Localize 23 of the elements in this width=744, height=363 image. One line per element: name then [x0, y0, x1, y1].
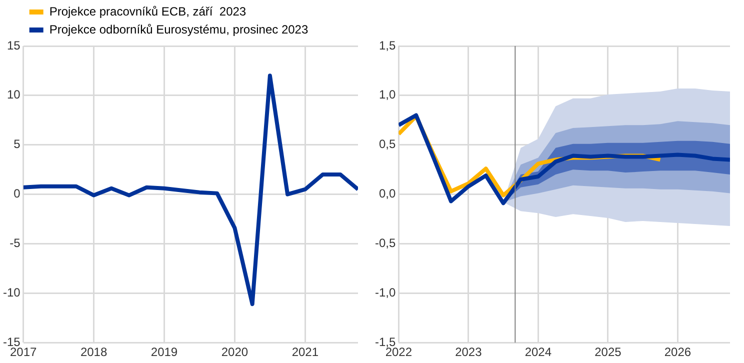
- y-tick-label: 5: [14, 137, 21, 152]
- x-tick-label: 2024: [524, 345, 552, 360]
- y-tick-label: 0: [14, 186, 21, 201]
- y-tick-label: 0,5: [378, 137, 396, 152]
- x-tick-label: 2021: [292, 345, 319, 360]
- legend-label: Projekce pracovníků ECB, září 2023: [49, 4, 246, 18]
- x-tick-label: 2019: [150, 345, 178, 360]
- y-tick-label: -1,0: [374, 285, 396, 300]
- x-tick-label: 2023: [455, 345, 482, 360]
- y-tick-label: 1,0: [378, 88, 396, 102]
- x-tick-label: 2020: [221, 345, 248, 360]
- y-tick-label: 10: [6, 88, 21, 102]
- legend-label: Projekce odborníků Eurosystému, prosinec 2023: [49, 22, 308, 36]
- x-tick-label: 2025: [594, 345, 622, 360]
- y-tick-label: 1,5: [378, 38, 396, 52]
- x-tick-label: 2026: [664, 345, 692, 360]
- y-tick-label: -5: [10, 236, 21, 250]
- y-tick-label: -10: [3, 285, 21, 300]
- y-tick-label: 0,0: [378, 186, 396, 201]
- y-tick-label: -0,5: [374, 236, 396, 250]
- y-tick-label: -1,5: [374, 334, 396, 349]
- y-tick-label: 15: [6, 38, 21, 52]
- x-tick-label: 2018: [80, 345, 108, 360]
